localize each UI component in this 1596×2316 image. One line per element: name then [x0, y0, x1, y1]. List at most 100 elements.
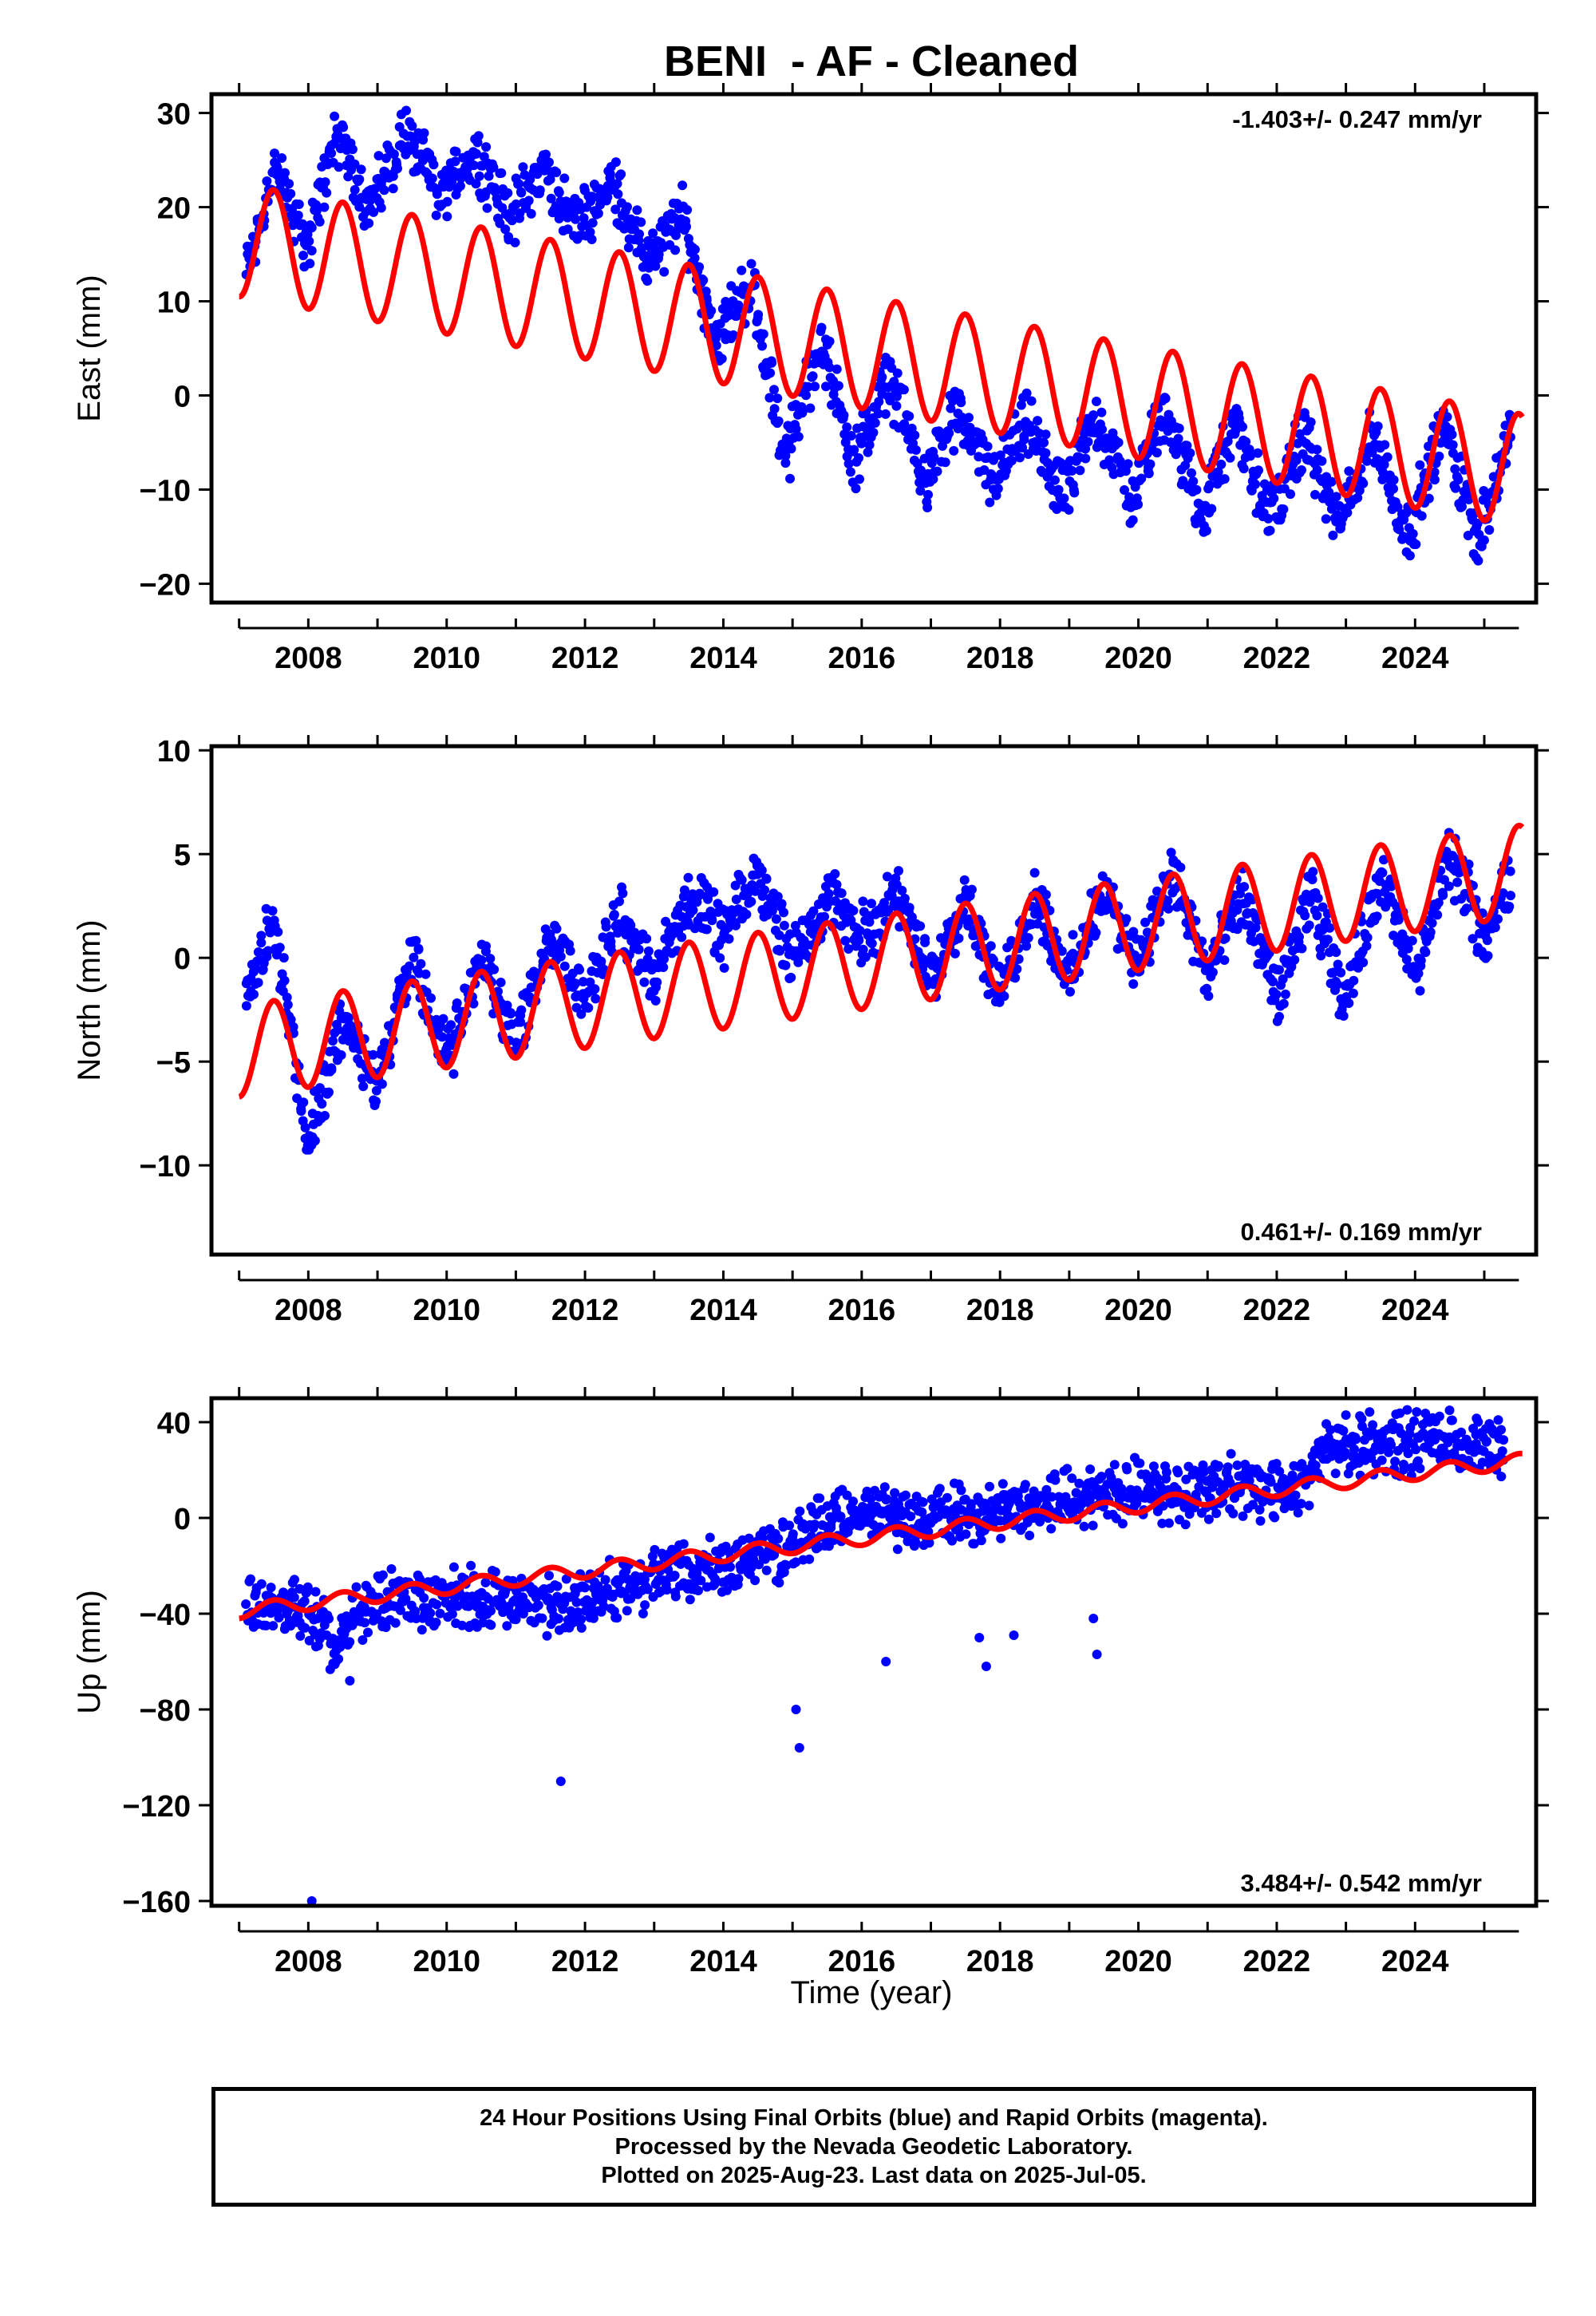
- x-tick-label: 2020: [1104, 1945, 1172, 1978]
- data-point: [295, 1630, 306, 1641]
- data-point: [1035, 1516, 1045, 1527]
- data-point: [516, 188, 527, 198]
- data-point: [956, 397, 966, 408]
- data-point: [294, 200, 304, 209]
- footer-line-processed: Processed by the Nevada Geodetic Laborat…: [614, 2134, 1133, 2160]
- data-point: [1331, 492, 1341, 502]
- data-point: [1407, 935, 1417, 946]
- data-point: [466, 1560, 476, 1571]
- data-point: [1123, 459, 1133, 469]
- x-tick-label: 2024: [1381, 1945, 1449, 1978]
- data-point: [1180, 1520, 1191, 1530]
- data-point: [889, 377, 899, 387]
- data-point: [1025, 1531, 1035, 1540]
- data-point: [1226, 1448, 1236, 1459]
- data-point: [1377, 1455, 1387, 1465]
- data-point: [369, 207, 379, 217]
- data-point: [1015, 453, 1025, 463]
- data-point: [1268, 977, 1278, 986]
- data-point: [1338, 1011, 1349, 1021]
- data-point: [996, 1533, 1006, 1543]
- data-point: [780, 451, 791, 461]
- data-point: [1461, 903, 1472, 914]
- data-point: [1128, 515, 1138, 525]
- data-point: [694, 262, 705, 272]
- data-point: [1265, 525, 1275, 536]
- y-tick-label: −5: [156, 1046, 191, 1080]
- data-point: [879, 898, 889, 908]
- data-point: [1075, 465, 1085, 476]
- data-point: [882, 871, 892, 882]
- data-point: [864, 440, 875, 450]
- data-point: [929, 453, 939, 462]
- data-point: [918, 1497, 928, 1508]
- data-point: [1203, 1514, 1214, 1524]
- data-point: [488, 162, 499, 172]
- data-point: [1322, 935, 1333, 945]
- data-point: [1223, 1462, 1233, 1472]
- footer-line-plotted: Plotted on 2025-Aug-23. Last data on 202…: [601, 2163, 1147, 2188]
- model-fit-line: [237, 1450, 1525, 1622]
- data-point: [451, 147, 461, 156]
- data-point: [357, 1073, 367, 1084]
- data-point: [1250, 479, 1260, 489]
- data-point: [947, 1535, 957, 1546]
- data-point: [1091, 927, 1101, 938]
- data-point: [976, 1535, 986, 1546]
- data-point: [429, 160, 439, 170]
- data-point: [474, 171, 484, 181]
- data-point: [1408, 528, 1418, 539]
- data-point: [585, 977, 595, 987]
- data-point: [956, 1485, 966, 1496]
- data-point: [416, 958, 426, 969]
- data-point: [300, 1122, 310, 1132]
- data-point: [737, 875, 747, 885]
- data-point: [1316, 951, 1326, 961]
- data-point: [698, 275, 709, 286]
- data-point: [546, 193, 556, 204]
- data-point: [410, 136, 420, 146]
- data-point: [1049, 475, 1060, 485]
- data-point: [824, 888, 834, 899]
- data-point: [602, 192, 613, 203]
- data-point: [1382, 452, 1393, 462]
- data-point: [486, 1620, 496, 1630]
- data-point: [1472, 519, 1483, 528]
- data-point: [606, 937, 616, 947]
- data-point: [256, 931, 267, 941]
- data-point: [928, 474, 938, 484]
- data-point: [437, 1032, 447, 1042]
- data-point: [1010, 973, 1021, 983]
- data-point: [1055, 457, 1065, 468]
- data-point: [282, 992, 292, 1002]
- data-point: [923, 489, 933, 500]
- data-point: [279, 975, 290, 986]
- data-point: [576, 1009, 587, 1019]
- data-point: [1416, 955, 1426, 966]
- data-point: [1180, 460, 1191, 471]
- data-point: [910, 430, 920, 441]
- data-point: [1432, 910, 1443, 920]
- data-point: [1178, 476, 1188, 486]
- data-point: [1046, 1524, 1057, 1534]
- x-tick-label: 2016: [828, 1945, 896, 1978]
- outlier-point: [794, 1743, 804, 1753]
- data-point: [525, 174, 535, 184]
- data-point: [634, 229, 644, 239]
- data-point: [405, 961, 414, 971]
- data-point: [421, 969, 431, 979]
- data-point: [1404, 551, 1415, 561]
- data-point: [1447, 1415, 1457, 1425]
- data-layer-north: [237, 822, 1525, 1155]
- data-point: [304, 236, 314, 247]
- data-point: [880, 409, 891, 419]
- x-tick-label: 2010: [413, 1294, 480, 1327]
- data-point: [1415, 460, 1425, 470]
- data-point: [764, 393, 775, 403]
- data-point: [1041, 890, 1051, 899]
- data-point: [401, 105, 411, 116]
- data-point: [845, 467, 855, 477]
- data-point: [555, 951, 566, 962]
- data-point: [1317, 456, 1327, 466]
- data-point: [253, 947, 263, 957]
